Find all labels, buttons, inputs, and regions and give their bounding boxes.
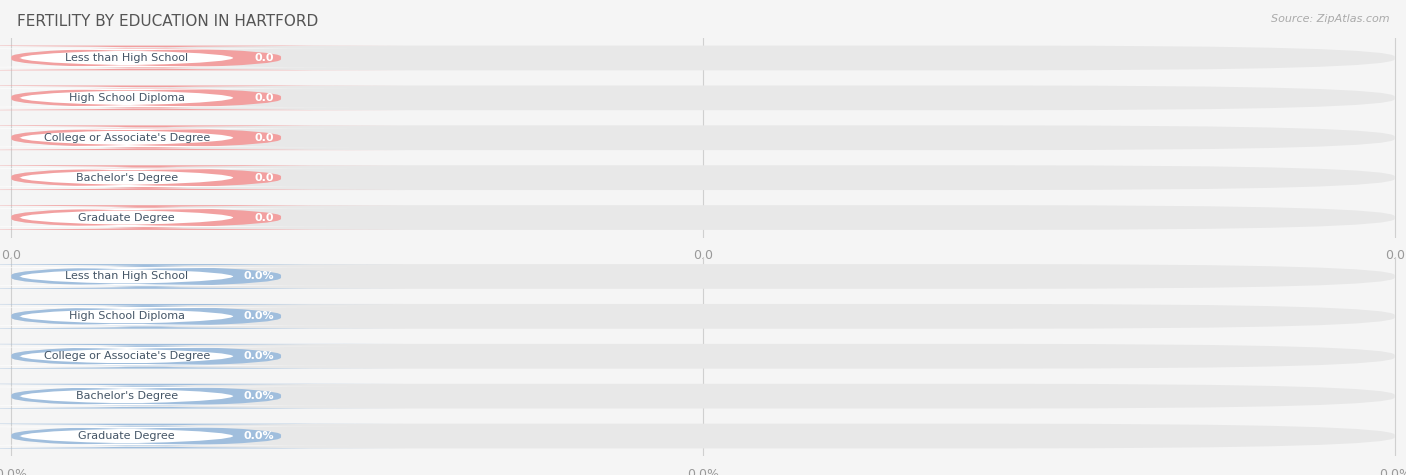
FancyBboxPatch shape [0, 427, 371, 446]
Text: 0.0: 0.0 [254, 93, 274, 103]
Text: 0.0: 0.0 [1, 249, 21, 263]
FancyBboxPatch shape [0, 88, 371, 107]
Text: 0.0%: 0.0% [243, 431, 274, 441]
Text: High School Diploma: High School Diploma [69, 93, 184, 103]
FancyBboxPatch shape [0, 86, 405, 110]
Text: 0.0: 0.0 [254, 212, 274, 223]
Text: Source: ZipAtlas.com: Source: ZipAtlas.com [1271, 14, 1389, 24]
Text: Less than High School: Less than High School [65, 271, 188, 282]
FancyBboxPatch shape [0, 165, 405, 190]
Text: Less than High School: Less than High School [65, 53, 188, 63]
FancyBboxPatch shape [11, 304, 1395, 329]
FancyBboxPatch shape [0, 46, 405, 70]
Text: High School Diploma: High School Diploma [69, 311, 184, 322]
Text: 0.0%: 0.0% [688, 468, 718, 475]
Text: 0.0%: 0.0% [0, 468, 27, 475]
Text: College or Associate's Degree: College or Associate's Degree [44, 351, 209, 361]
Text: College or Associate's Degree: College or Associate's Degree [44, 133, 209, 143]
FancyBboxPatch shape [0, 267, 371, 286]
Text: Graduate Degree: Graduate Degree [79, 212, 176, 223]
FancyBboxPatch shape [11, 165, 1395, 190]
FancyBboxPatch shape [0, 128, 371, 147]
FancyBboxPatch shape [11, 86, 1395, 110]
Text: 0.0: 0.0 [693, 249, 713, 263]
FancyBboxPatch shape [0, 384, 405, 408]
Text: 0.0: 0.0 [254, 53, 274, 63]
Text: 0.0: 0.0 [254, 133, 274, 143]
Text: 0.0%: 0.0% [243, 351, 274, 361]
FancyBboxPatch shape [0, 387, 371, 406]
FancyBboxPatch shape [0, 424, 405, 448]
FancyBboxPatch shape [0, 344, 405, 369]
FancyBboxPatch shape [0, 264, 405, 289]
Text: 0.0%: 0.0% [1379, 468, 1406, 475]
FancyBboxPatch shape [0, 347, 371, 366]
FancyBboxPatch shape [0, 48, 371, 67]
FancyBboxPatch shape [0, 307, 371, 326]
Text: 0.0: 0.0 [1385, 249, 1405, 263]
Text: FERTILITY BY EDUCATION IN HARTFORD: FERTILITY BY EDUCATION IN HARTFORD [17, 14, 318, 29]
FancyBboxPatch shape [11, 424, 1395, 448]
FancyBboxPatch shape [11, 264, 1395, 289]
Text: Bachelor's Degree: Bachelor's Degree [76, 391, 177, 401]
Text: 0.0%: 0.0% [243, 311, 274, 322]
FancyBboxPatch shape [0, 304, 405, 329]
FancyBboxPatch shape [0, 168, 371, 187]
FancyBboxPatch shape [11, 344, 1395, 369]
FancyBboxPatch shape [0, 205, 405, 230]
FancyBboxPatch shape [0, 125, 405, 150]
Text: 0.0%: 0.0% [243, 271, 274, 282]
Text: Bachelor's Degree: Bachelor's Degree [76, 172, 177, 183]
Text: 0.0: 0.0 [254, 172, 274, 183]
Text: 0.0%: 0.0% [243, 391, 274, 401]
FancyBboxPatch shape [11, 46, 1395, 70]
FancyBboxPatch shape [11, 205, 1395, 230]
FancyBboxPatch shape [11, 384, 1395, 408]
FancyBboxPatch shape [11, 125, 1395, 150]
Text: Graduate Degree: Graduate Degree [79, 431, 176, 441]
FancyBboxPatch shape [0, 208, 371, 227]
